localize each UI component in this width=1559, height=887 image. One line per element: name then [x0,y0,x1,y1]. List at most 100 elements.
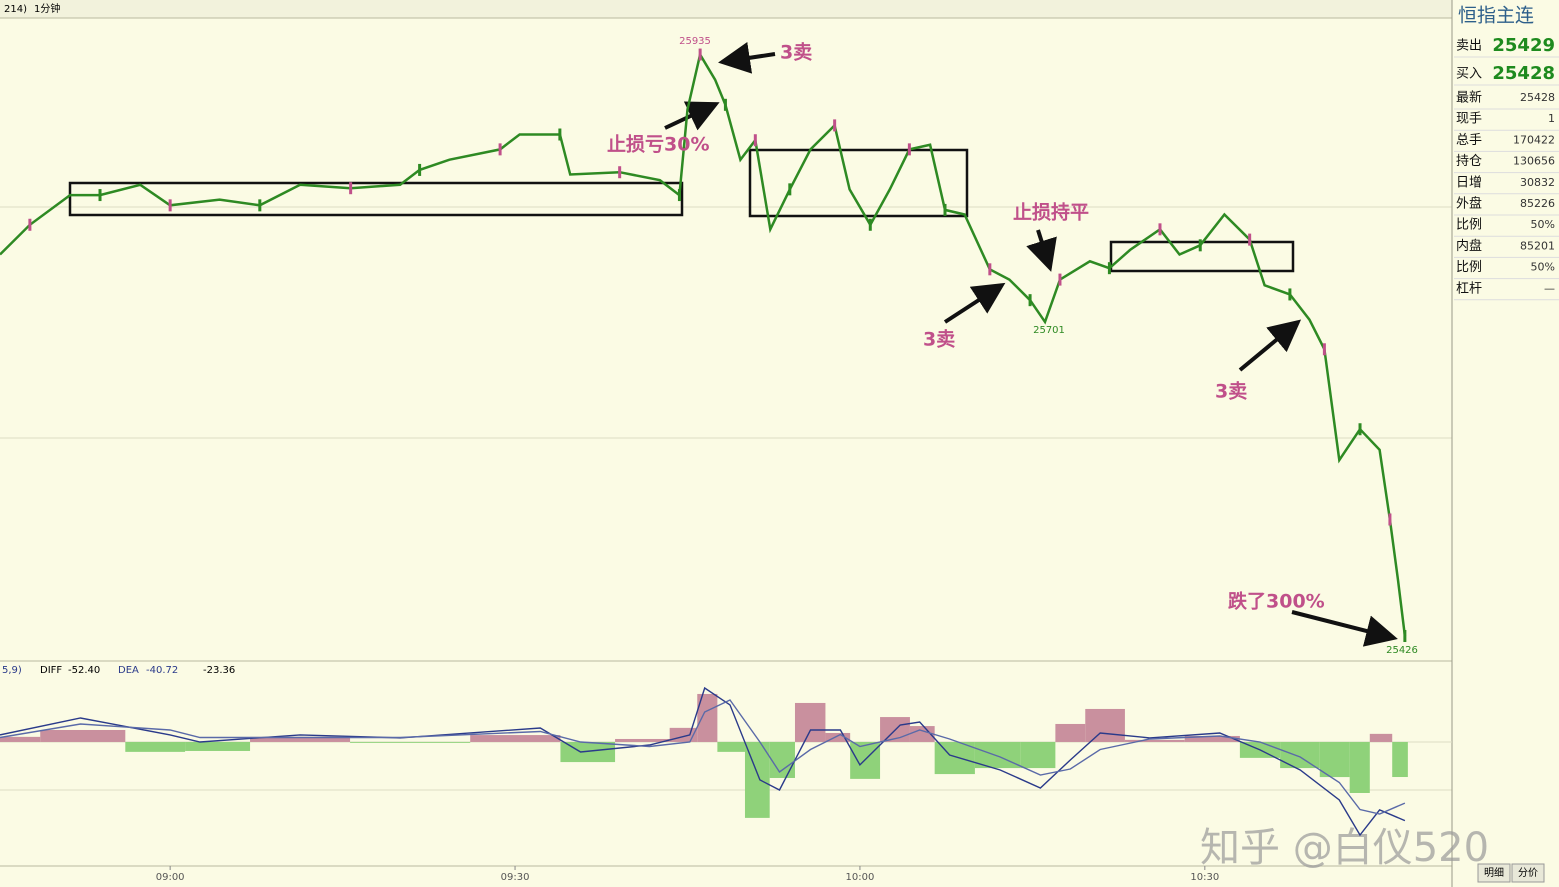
quote-label: 比例 [1456,260,1482,275]
price-line [0,51,1407,637]
quote-value: 30832 [1520,176,1555,189]
quote-value: 170422 [1513,133,1555,146]
x-tick-label: 10:00 [846,872,875,883]
annotation: 25426 [1386,645,1418,656]
annotation: 止损持平 [1013,201,1089,224]
candle [558,128,562,141]
candle [1322,343,1326,356]
macd-bar [1349,741,1370,793]
annotation: 3卖 [780,42,812,64]
candle [788,183,792,196]
quote-value: 50% [1531,218,1555,231]
macd-bar [934,741,975,775]
candle [349,182,353,195]
tab-label[interactable]: 明细 [1484,866,1504,879]
candle [1198,239,1202,252]
panel-title: 恒指主连 [1458,5,1534,27]
candle [943,203,947,216]
annotation: 止损亏30% [607,134,709,156]
macd-bar [717,741,745,752]
arrows [664,42,1398,647]
macd-params: 5,9) [2,665,22,676]
macd-line [0,699,1406,815]
quote-label: 内盘 [1456,238,1482,254]
macd-bar [1085,708,1125,742]
annotation: 3卖 [1215,381,1247,403]
quote-label: 现手 [1456,112,1482,127]
macd-bar [769,741,795,778]
candle [1058,273,1062,286]
annotation: 3卖 [923,329,955,351]
macd-bar [350,741,471,743]
macd-bar [697,693,718,742]
candle [168,199,172,212]
candle [498,143,502,156]
legend-value: -52.40 [68,665,100,676]
candle [28,218,32,231]
candle [1358,423,1362,436]
candle [677,189,681,202]
candle [833,119,837,132]
macd-bar [470,735,561,742]
macd-bar [615,738,670,742]
quote-value: 85201 [1520,239,1555,252]
candle [1403,630,1407,643]
toolbar [0,0,1452,18]
macd-bar [250,736,351,742]
macd-bar [825,732,851,742]
annotation: 跌了300% [1228,590,1325,613]
x-tick-label: 10:30 [1190,872,1219,883]
candle [868,218,872,231]
candle [98,189,102,202]
candle [988,263,992,276]
quote-label: 日增 [1456,175,1482,190]
candle [1388,513,1392,526]
quote-label: 最新 [1456,90,1482,106]
quote-value: 25429 [1492,35,1555,56]
macd-bar [185,741,251,751]
quote-label: 总手 [1456,133,1482,148]
macd-bar [1020,741,1056,769]
macd-bar [794,702,826,742]
candle [723,98,727,111]
quote-value: 25428 [1492,63,1555,84]
tab-button[interactable] [1511,863,1545,883]
macd-bar [974,741,1021,769]
quote-value: 130656 [1513,155,1555,168]
legend-name: DEA [118,665,139,676]
tab-button[interactable] [1477,863,1511,883]
quote-label: 持仓 [1456,154,1482,169]
macd-bar [909,726,935,742]
interval-select[interactable]: 1分钟 [34,2,60,15]
quote-value: 50% [1531,261,1555,274]
quote-value: — [1544,282,1555,295]
quote-label: 外盘 [1456,196,1482,212]
watermark: 知乎 @白仪520 [1200,825,1489,871]
quote-value: 85226 [1520,197,1555,210]
macd-bar [1280,741,1320,769]
legend-value: -23.36 [203,665,235,676]
quote-value: 25428 [1520,91,1555,104]
annotation: 25935 [679,36,711,47]
macd-bar [1319,741,1350,778]
macd-bar [1124,739,1185,742]
candle [1107,262,1111,275]
candle [258,199,262,212]
period-tab[interactable]: 214) [4,4,27,15]
candle [753,134,757,147]
macd-bar [560,741,616,763]
candle [418,163,422,176]
tab-label[interactable]: 分价 [1518,867,1538,879]
macd-bar [1369,733,1393,742]
candle [698,48,702,61]
candle [1288,288,1292,301]
candle [618,166,622,179]
quote-label: 买入 [1456,67,1482,82]
macd-bar [0,736,41,742]
macd-bar [125,741,186,752]
legend-name: DIFF [40,665,62,676]
quote-value: 1 [1548,112,1555,125]
quote-label: 比例 [1456,218,1482,233]
